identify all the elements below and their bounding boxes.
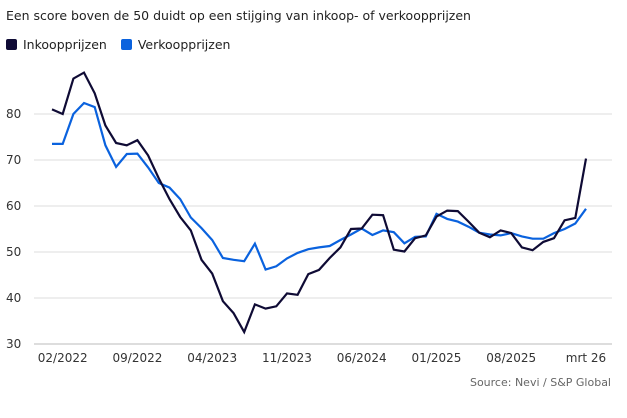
legend-swatch-verkoopprijzen <box>120 39 132 50</box>
y-tick-label: 60 <box>6 199 21 213</box>
legend-label: Inkoopprijzen <box>23 37 107 52</box>
y-tick-label: 80 <box>6 107 21 121</box>
y-tick-label: 70 <box>6 153 21 167</box>
x-tick-label: 06/2024 <box>337 351 387 365</box>
x-tick-label: 09/2022 <box>113 351 163 365</box>
legend-swatch-inkoopprijzen <box>6 39 17 50</box>
legend: Inkoopprijzen Verkoopprijzen <box>6 37 230 52</box>
series-line-verkoopprijzen <box>52 101 587 271</box>
x-tick-label: 01/2025 <box>412 351 462 365</box>
x-tick-label: 11/2023 <box>262 351 312 365</box>
x-tick-label: 08/2025 <box>486 351 536 365</box>
series-line-inkoopprijzen <box>51 71 588 335</box>
source-note: Source: Nevi / S&P Global <box>469 376 611 389</box>
y-tick-label: 50 <box>6 245 21 259</box>
x-tick-label: mrt 26 <box>566 351 606 365</box>
y-tick-label: 40 <box>6 291 21 305</box>
legend-item-inkoopprijzen: Inkoopprijzen <box>6 37 107 52</box>
x-tick-label: 02/2022 <box>38 351 88 365</box>
legend-item-verkoopprijzen: Verkoopprijzen <box>120 37 231 52</box>
legend-label: Verkoopprijzen <box>137 37 231 52</box>
y-tick-label: 30 <box>6 337 21 351</box>
chart-title: Een score boven de 50 duidt op een stijg… <box>6 8 471 23</box>
x-tick-label: 04/2023 <box>187 351 237 365</box>
